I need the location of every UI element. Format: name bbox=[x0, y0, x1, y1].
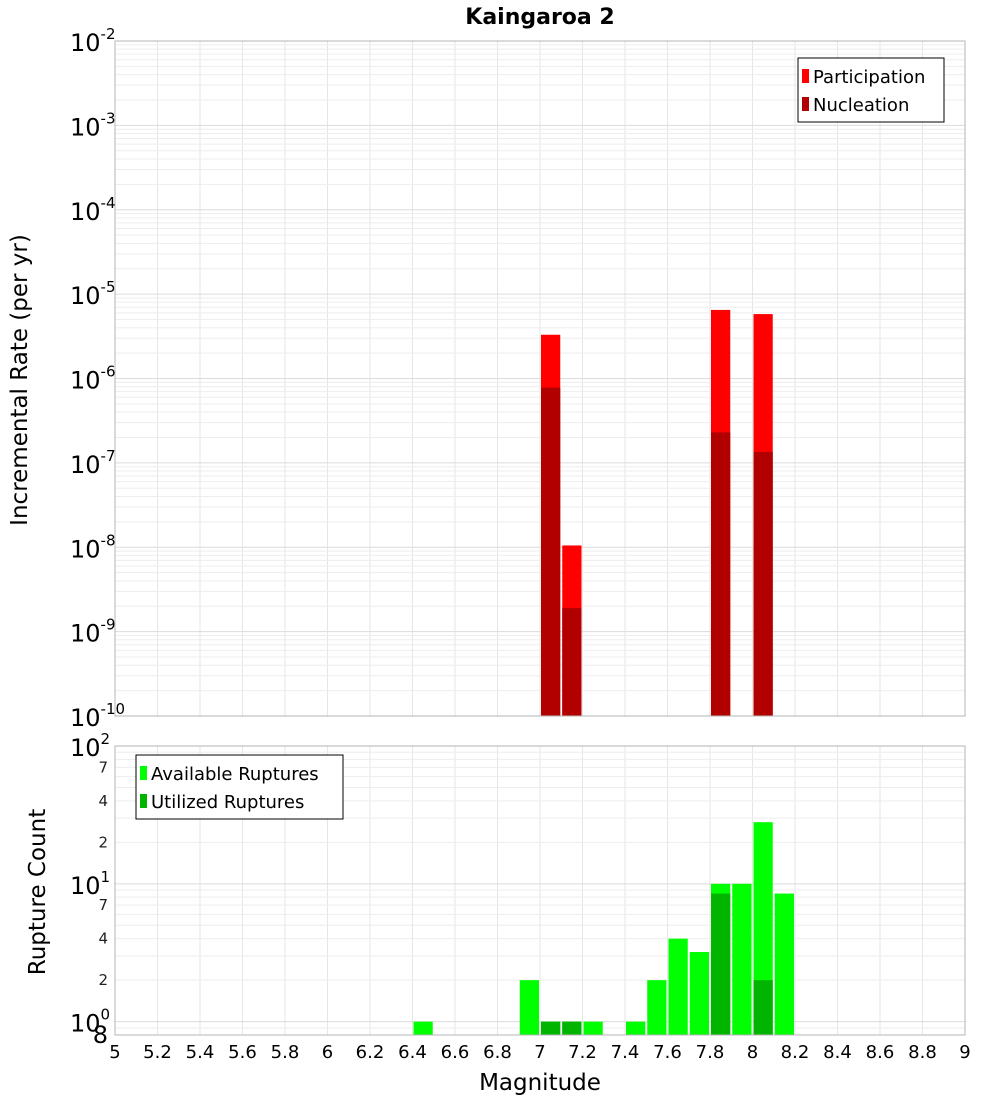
bar-available-ruptures bbox=[583, 1021, 603, 1035]
count-y-minor-tick-label: 2 bbox=[98, 971, 108, 989]
x-tick-label: 7.6 bbox=[653, 1042, 682, 1063]
count-y-ticks: 100 101 102 8 2 4 7 2 4 7 bbox=[70, 730, 110, 1049]
bar-nucleation bbox=[541, 387, 561, 716]
bar-utilized-ruptures bbox=[711, 893, 731, 1035]
rate-y-tick-label: 10-3 bbox=[70, 109, 116, 141]
rate-legend: Participation Nucleation bbox=[797, 57, 945, 123]
bar-available-ruptures bbox=[774, 893, 794, 1035]
rate-y-ticks: 10-10 10-9 10-8 10-7 10-6 10-5 10-4 10-3 10-2 bbox=[70, 25, 125, 732]
bar-available-ruptures bbox=[413, 1021, 433, 1035]
rate-y-tick-label: 10-9 bbox=[70, 616, 116, 648]
count-plot-frame bbox=[114, 745, 966, 1036]
bar-available-ruptures bbox=[647, 980, 667, 1035]
x-axis-label: Magnitude bbox=[479, 1070, 601, 1096]
x-tick-label: 6.6 bbox=[441, 1042, 470, 1063]
rate-y-axis-label: Incremental Rate (per yr) bbox=[7, 234, 33, 526]
legend-entry: Available Ruptures bbox=[151, 764, 319, 785]
count-y-minor-tick-label: 8 bbox=[93, 1021, 108, 1049]
legend-swatch bbox=[802, 69, 809, 83]
x-tick-label: 7 bbox=[534, 1042, 545, 1063]
x-tick-label: 6 bbox=[322, 1042, 333, 1063]
count-y-minor-tick-label: 4 bbox=[98, 792, 108, 810]
bar-available-ruptures bbox=[626, 1021, 646, 1035]
x-tick-label: 5.4 bbox=[186, 1042, 215, 1063]
count-y-tick-label: 100 bbox=[70, 1006, 110, 1038]
x-tick-label: 8.2 bbox=[781, 1042, 810, 1063]
rate-y-tick-label: 10-6 bbox=[70, 363, 116, 395]
bar-available-ruptures bbox=[689, 952, 709, 1035]
count-y-minor-tick-label: 4 bbox=[98, 930, 108, 948]
x-tick-label: 7.2 bbox=[568, 1042, 597, 1063]
legend-box bbox=[135, 754, 344, 820]
count-bars bbox=[413, 822, 794, 1035]
count-y-tick-label: 101 bbox=[70, 868, 110, 900]
count-grid bbox=[114, 746, 966, 1036]
count-y-tick-label: 102 bbox=[70, 730, 110, 762]
x-tick-label: 8.8 bbox=[908, 1042, 937, 1063]
bar-nucleation bbox=[753, 451, 773, 716]
bar-available-ruptures bbox=[519, 980, 539, 1035]
legend-entry: Participation bbox=[813, 67, 925, 88]
count-y-minor-tick-label: 2 bbox=[98, 833, 108, 851]
bar-available-ruptures bbox=[732, 883, 752, 1035]
legend-box bbox=[797, 57, 945, 123]
rate-bars bbox=[541, 309, 773, 716]
bar-available-ruptures bbox=[668, 938, 688, 1035]
x-tick-label: 8.4 bbox=[823, 1042, 852, 1063]
rate-panel: 10-10 10-9 10-8 10-7 10-6 10-5 10-4 10-3 10-2 In… bbox=[7, 25, 966, 732]
rate-y-tick-label: 10-7 bbox=[70, 447, 116, 479]
x-tick-label: 7.4 bbox=[611, 1042, 640, 1063]
legend-swatch bbox=[802, 97, 809, 111]
legend-entry: Nucleation bbox=[813, 95, 909, 116]
rate-y-tick-label: 10-4 bbox=[70, 194, 116, 226]
x-tick-label: 6.2 bbox=[356, 1042, 385, 1063]
count-panel: 100 101 102 8 2 4 7 2 4 7 Rupture Count Available… bbox=[25, 730, 966, 1049]
rate-y-tick-label: 10-5 bbox=[70, 278, 116, 310]
x-tick-label: 6.4 bbox=[398, 1042, 427, 1063]
legend-swatch bbox=[140, 766, 147, 780]
count-y-axis-label: Rupture Count bbox=[25, 809, 51, 975]
rate-y-tick-label: 10-8 bbox=[70, 531, 116, 563]
bar-utilized-ruptures bbox=[753, 980, 773, 1035]
x-ticks: 5 5.2 5.4 5.6 5.8 6 6.2 6.4 6.6 6.8 7 7.2 7.4 7.6 7.8 8… bbox=[109, 1042, 970, 1063]
rate-plot-frame bbox=[114, 40, 966, 717]
bar-utilized-ruptures bbox=[562, 1021, 582, 1035]
bar-nucleation bbox=[562, 608, 582, 716]
legend-swatch bbox=[140, 794, 147, 808]
count-y-minor-tick-label: 7 bbox=[98, 758, 108, 776]
x-tick-label: 8 bbox=[747, 1042, 758, 1063]
x-tick-label: 5.6 bbox=[228, 1042, 257, 1063]
x-tick-label: 5.8 bbox=[271, 1042, 300, 1063]
x-tick-label: 8.6 bbox=[866, 1042, 895, 1063]
x-tick-label: 5.2 bbox=[143, 1042, 172, 1063]
chart-title: Kaingaroa 2 bbox=[465, 5, 614, 30]
count-y-minor-tick-label: 7 bbox=[98, 896, 108, 914]
legend-entry: Utilized Ruptures bbox=[151, 792, 304, 813]
x-tick-label: 6.8 bbox=[483, 1042, 512, 1063]
x-tick-label: 7.8 bbox=[696, 1042, 725, 1063]
count-legend: Available Ruptures Utilized Ruptures bbox=[135, 754, 344, 820]
rate-y-tick-label: 10-10 bbox=[70, 700, 125, 732]
rate-y-tick-label: 10-2 bbox=[70, 25, 116, 57]
x-tick-label: 5 bbox=[109, 1042, 120, 1063]
bar-nucleation bbox=[711, 432, 731, 716]
rate-grid bbox=[114, 41, 966, 717]
x-tick-label: 9 bbox=[959, 1042, 970, 1063]
bar-utilized-ruptures bbox=[541, 1021, 561, 1035]
